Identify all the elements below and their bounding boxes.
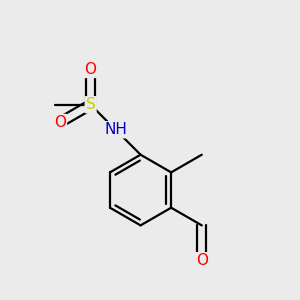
- Text: O: O: [85, 62, 97, 77]
- Text: S: S: [86, 97, 95, 112]
- Text: O: O: [196, 253, 208, 268]
- Text: O: O: [54, 115, 66, 130]
- Text: NH: NH: [104, 122, 127, 137]
